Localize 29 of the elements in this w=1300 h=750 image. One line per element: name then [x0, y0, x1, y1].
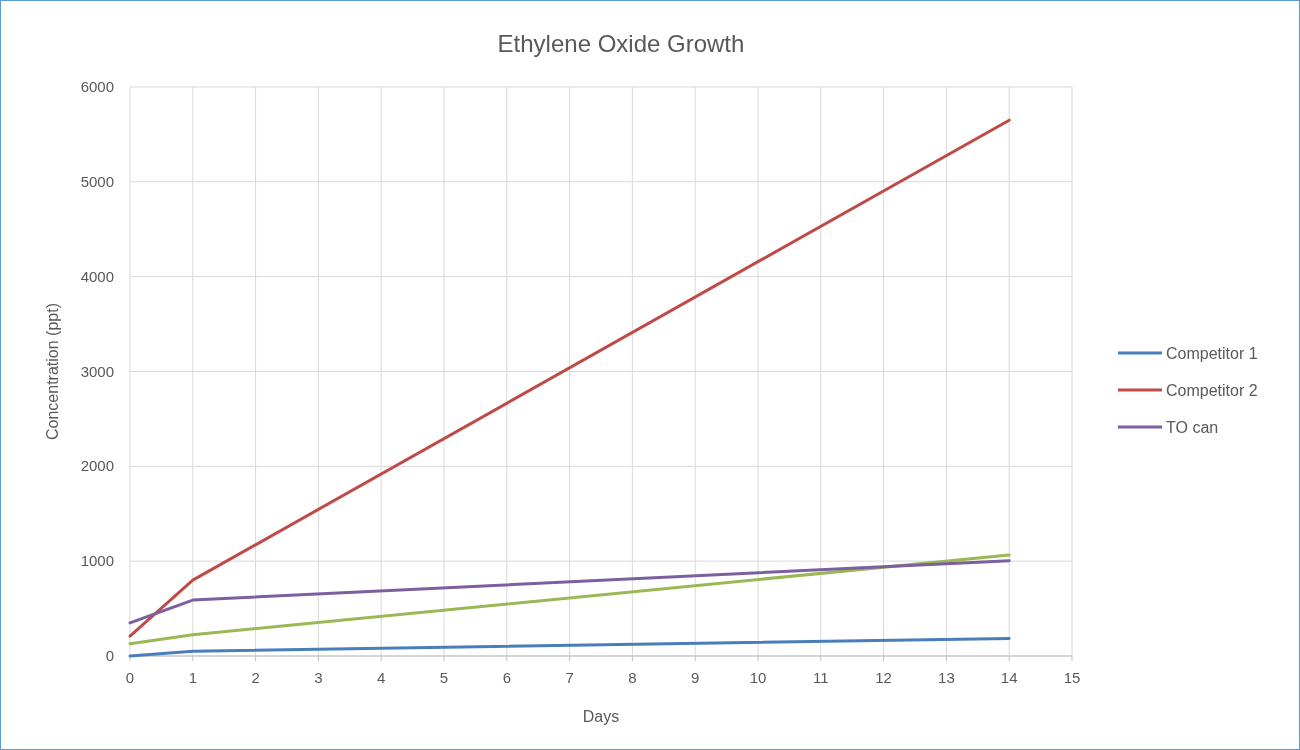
x-tick-label: 14 [1000, 669, 1018, 686]
x-tick-label: 5 [439, 669, 449, 686]
x-tick-label: 4 [377, 669, 386, 686]
x-tick-label: 7 [565, 669, 574, 686]
y-tick-label: 4000 [80, 267, 114, 285]
y-tick-label: 2000 [80, 457, 114, 475]
legend-label: TO can [1166, 419, 1219, 436]
x-tick-label: 15 [1063, 669, 1081, 686]
y-tick-label: 5000 [80, 172, 114, 190]
x-tick-label: 12 [875, 669, 892, 686]
y-tick-label: 1000 [80, 552, 114, 570]
legend-label: Competitor 2 [1166, 382, 1258, 399]
x-tick-label: 9 [691, 669, 700, 686]
x-tick-label: 3 [314, 669, 323, 686]
y-axis-title: Concentration (ppt) [44, 303, 61, 440]
y-tick-label: 3000 [80, 362, 114, 380]
legend-label: Competitor 1 [1166, 345, 1258, 362]
x-tick-label: 0 [125, 669, 135, 686]
x-axis-title: Days [582, 708, 620, 725]
x-tick-label: 2 [251, 669, 260, 686]
x-tick-label: 1 [188, 669, 197, 686]
x-tick-label: 8 [628, 669, 637, 686]
x-tick-label: 11 [813, 669, 829, 686]
x-tick-label: 13 [938, 669, 955, 686]
y-tick-label: 0 [105, 647, 114, 664]
chart-title: Ethylene Oxide Growth [497, 30, 745, 57]
x-tick-label: 10 [749, 669, 767, 686]
y-tick-label: 6000 [80, 78, 114, 95]
x-tick-label: 6 [502, 669, 511, 686]
